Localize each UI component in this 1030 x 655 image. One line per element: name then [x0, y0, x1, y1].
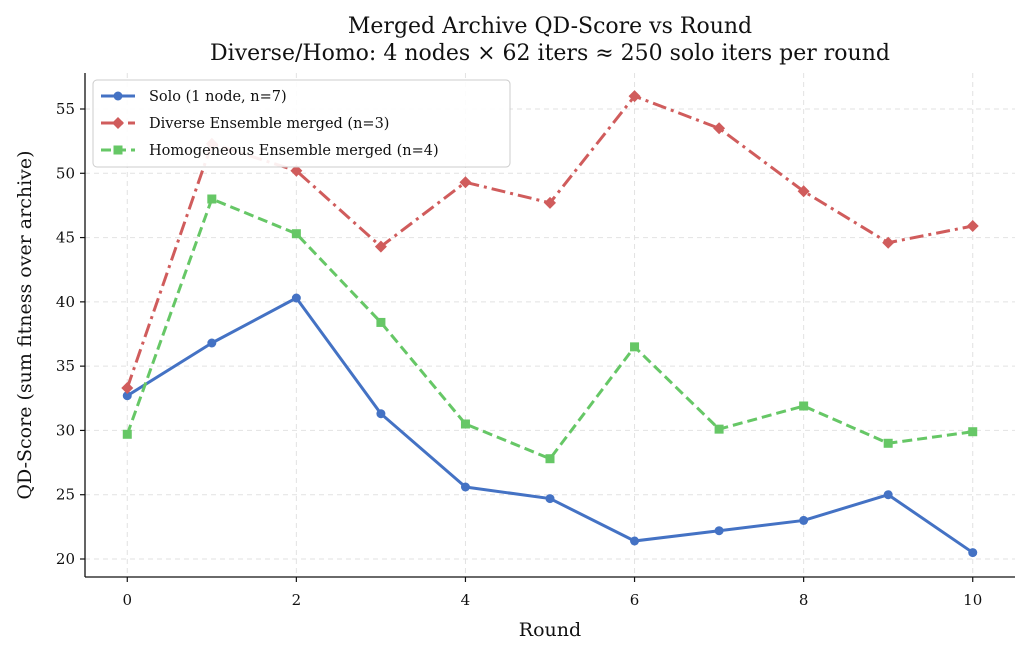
x-tick-label: 8 — [799, 591, 809, 609]
x-tick-label: 4 — [461, 591, 471, 609]
legend-item-solo: Solo (1 node, n=7) — [101, 89, 287, 105]
data-point-homogeneous — [207, 194, 217, 204]
y-tick-label: 20 — [56, 550, 75, 568]
x-tick-label: 6 — [630, 591, 640, 609]
data-point-diverse — [628, 90, 641, 103]
y-tick-label: 45 — [56, 229, 75, 247]
data-point-solo — [376, 409, 386, 419]
data-point-solo — [968, 548, 978, 558]
legend-swatch-marker — [113, 91, 123, 101]
data-point-homogeneous — [376, 317, 386, 327]
data-point-solo — [207, 338, 217, 348]
legend-swatch-marker — [113, 145, 123, 155]
data-point-solo — [799, 515, 809, 525]
data-point-homogeneous — [545, 454, 555, 464]
legend-label: Solo (1 node, n=7) — [149, 89, 287, 105]
y-axis-label: QD-Score (sum fitness over archive) — [14, 150, 36, 499]
data-point-solo — [714, 526, 724, 536]
legend: Solo (1 node, n=7) Diverse Ensemble merge… — [92, 79, 511, 168]
data-point-diverse — [544, 196, 556, 209]
legend-label: Diverse Ensemble merged (n=3) — [149, 116, 389, 132]
axis-ticks: 0 2 4 6 8 10 20 25 30 35 40 45 50 55 — [56, 100, 982, 609]
y-tick-label: 55 — [56, 100, 75, 118]
data-point-diverse — [713, 122, 726, 135]
legend-item-diverse: Diverse Ensemble merged (n=3) — [101, 116, 389, 132]
y-tick-label: 40 — [56, 293, 75, 311]
legend-item-homogeneous: Homogeneous Ensemble merged (n=4) — [101, 143, 439, 159]
data-point-solo — [460, 482, 470, 492]
y-tick-label: 50 — [56, 164, 75, 182]
series-homogeneous — [122, 194, 978, 464]
chart-subtitle: Diverse/Homo: 4 nodes × 62 iters ≈ 250 s… — [210, 41, 890, 66]
data-point-diverse — [121, 382, 134, 394]
data-point-solo — [291, 293, 301, 303]
data-point-solo — [122, 391, 132, 401]
x-tick-label: 10 — [963, 591, 982, 609]
y-tick-label: 25 — [56, 486, 75, 504]
data-point-diverse — [374, 240, 387, 253]
data-point-homogeneous — [122, 429, 132, 439]
series-line-solo — [126, 296, 974, 554]
data-point-diverse — [290, 164, 303, 177]
data-point-homogeneous — [714, 424, 724, 434]
data-point-homogeneous — [460, 419, 470, 429]
series-solo — [122, 293, 978, 558]
legend-label: Homogeneous Ensemble merged (n=4) — [149, 143, 439, 159]
data-point-homogeneous — [968, 427, 978, 437]
legend-swatch-marker — [112, 117, 124, 129]
x-tick-label: 2 — [292, 591, 302, 609]
data-point-diverse — [966, 220, 979, 232]
chart-title: Merged Archive QD-Score vs Round — [348, 14, 752, 39]
data-point-homogeneous — [799, 401, 809, 411]
data-point-diverse — [459, 176, 472, 189]
data-point-homogeneous — [291, 229, 301, 239]
data-point-diverse — [797, 185, 810, 198]
data-point-solo — [545, 494, 555, 504]
data-point-solo — [630, 536, 640, 546]
data-point-homogeneous — [883, 438, 893, 448]
y-tick-label: 30 — [56, 421, 75, 439]
x-tick-label: 0 — [122, 591, 132, 609]
x-axis-label: Round — [519, 619, 581, 641]
data-point-homogeneous — [630, 342, 640, 352]
data-point-diverse — [882, 236, 895, 249]
data-point-solo — [883, 490, 893, 500]
legend-box — [92, 79, 511, 168]
y-tick-label: 35 — [56, 357, 75, 375]
